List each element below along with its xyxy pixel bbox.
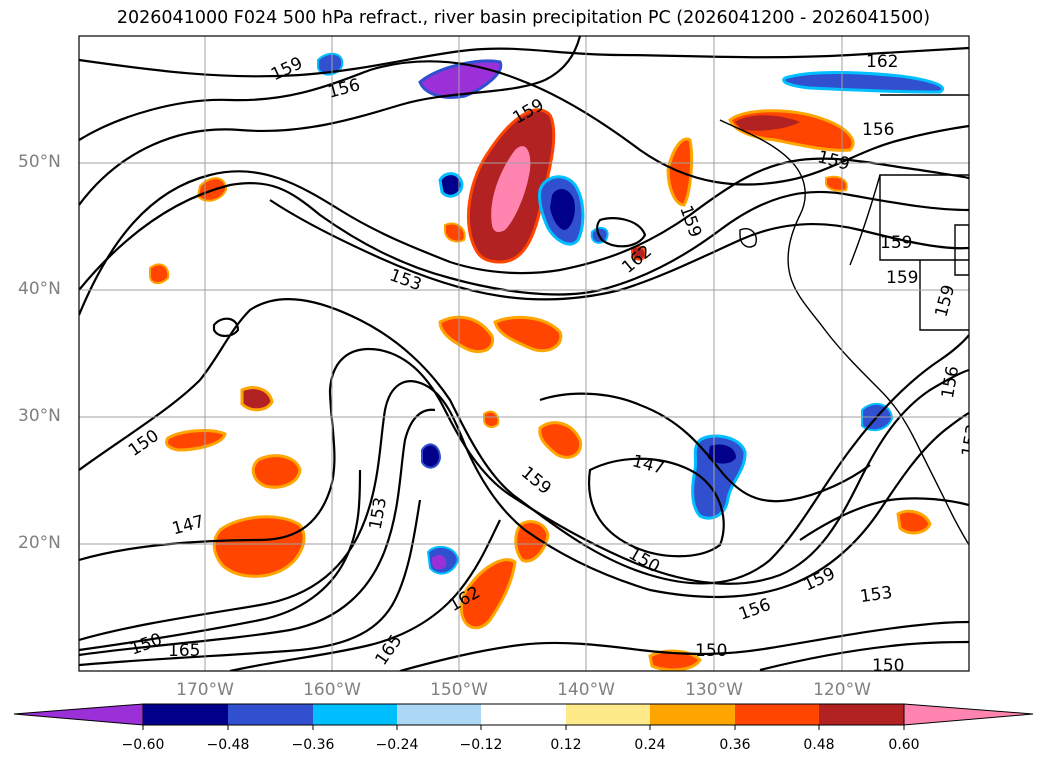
contour-line (79, 60, 969, 186)
contour-label: 159 (880, 233, 912, 253)
contour-line (79, 36, 582, 206)
contour-label: 150 (872, 656, 904, 676)
precip-positive-region (493, 315, 563, 353)
coastline-path (849, 174, 969, 276)
colorbar-tick-label: 0.48 (803, 737, 835, 753)
precip-positive-core (491, 146, 531, 233)
colorbar-extend-min (13, 703, 144, 726)
contour-line (587, 457, 725, 558)
precip-positive-region (825, 175, 848, 192)
precip-positive-region (514, 520, 550, 563)
precip-positive-region (212, 515, 306, 578)
map-plot-area: 159 156 159 162 156 159 159 162 153 159 … (79, 36, 983, 676)
precip-positive-region (538, 421, 583, 459)
colorbar-bin (481, 704, 566, 725)
contour-label: 156 (862, 120, 894, 140)
colorbar-tick-label: 0.60 (888, 737, 920, 753)
colorbar-ticks (142, 725, 905, 730)
colorbar-extend-max (903, 703, 1034, 726)
colorbar-bin (143, 704, 228, 725)
contour-label: 150 (695, 641, 727, 661)
latitude-label: 50°N (18, 152, 61, 172)
precip-negative-region (421, 443, 442, 469)
coastline-path (879, 94, 969, 331)
colorbar-bin (650, 704, 735, 725)
contour-label: 153 (958, 423, 983, 458)
graticule (79, 36, 969, 671)
colorbar-bin (228, 704, 313, 725)
contour-line (799, 497, 969, 541)
coastline (719, 94, 969, 546)
contour-line (539, 392, 871, 503)
contour-line (79, 408, 436, 657)
longitude-label: 140°W (557, 680, 615, 700)
colorbar-tick-label: −0.60 (121, 737, 165, 753)
longitude-label: 120°W (813, 680, 871, 700)
contour-line (399, 620, 969, 671)
precip-positive-core (735, 115, 800, 131)
precip-positive-region (483, 410, 500, 428)
contour-line (79, 298, 969, 585)
latitude-label: 20°N (18, 533, 61, 553)
colorbar-bin (313, 704, 397, 725)
precip-negative-region (782, 71, 944, 94)
precip-positive-region (896, 509, 932, 535)
coastline-path (739, 228, 757, 248)
longitude-label: 170°W (176, 680, 234, 700)
contour-line (79, 46, 969, 78)
contour-line (596, 217, 647, 248)
precip-negative-core (550, 188, 575, 230)
precip-field (149, 52, 944, 671)
contour-line (79, 380, 969, 642)
colorbar-tick-label: −0.48 (206, 737, 250, 753)
precip-negative-core (432, 554, 447, 570)
contour-line (759, 640, 969, 671)
plot-title: 2026041000 F024 500 hPa refract., river … (116, 8, 931, 28)
colorbar-tick-label: 0.24 (634, 737, 666, 753)
contour-label: 159 (886, 268, 918, 288)
precip-positive-region (631, 245, 646, 261)
coastline-path (719, 119, 969, 546)
contour-label: 162 (866, 52, 898, 72)
contour-line (79, 469, 362, 652)
contour-line (79, 347, 969, 585)
colorbar-bin (566, 704, 650, 725)
colorbar-frame (142, 703, 905, 726)
precip-positive-region (240, 386, 274, 412)
colorbar (13, 703, 1034, 730)
precip-positive-region (438, 315, 495, 353)
colorbar-tick-label: −0.24 (375, 737, 419, 753)
precip-positive-region (164, 429, 227, 452)
contour-line (229, 519, 501, 671)
colorbar-tick-label: 0.12 (550, 737, 582, 753)
precip-positive-region (251, 454, 302, 489)
colorbar-bin (819, 704, 904, 725)
precip-positive-region (149, 263, 170, 284)
longitude-label: 130°W (685, 680, 743, 700)
colorbar-tick-label: −0.36 (291, 737, 335, 753)
latitude-label: 30°N (18, 406, 61, 426)
contour-lines (79, 36, 969, 671)
precip-positive-region (444, 222, 466, 243)
colorbar-tick-label: −0.12 (459, 737, 503, 753)
longitude-label: 160°W (303, 680, 361, 700)
colorbar-tick-label: 0.36 (719, 737, 751, 753)
contour-label: 165 (168, 641, 200, 661)
contour-line (79, 157, 969, 316)
colorbar-bin (735, 704, 819, 725)
contour-line (79, 181, 969, 296)
latitude-label: 40°N (18, 279, 61, 299)
contour-line (79, 499, 422, 667)
precip-negative-core (708, 444, 736, 464)
contour-label: 153 (859, 583, 894, 607)
colorbar-bin (397, 704, 481, 725)
precip-negative-region (438, 172, 464, 198)
longitude-label: 150°W (430, 680, 488, 700)
map-frame (78, 35, 970, 672)
contour-line (212, 317, 240, 338)
precip-positive-region (460, 558, 517, 630)
